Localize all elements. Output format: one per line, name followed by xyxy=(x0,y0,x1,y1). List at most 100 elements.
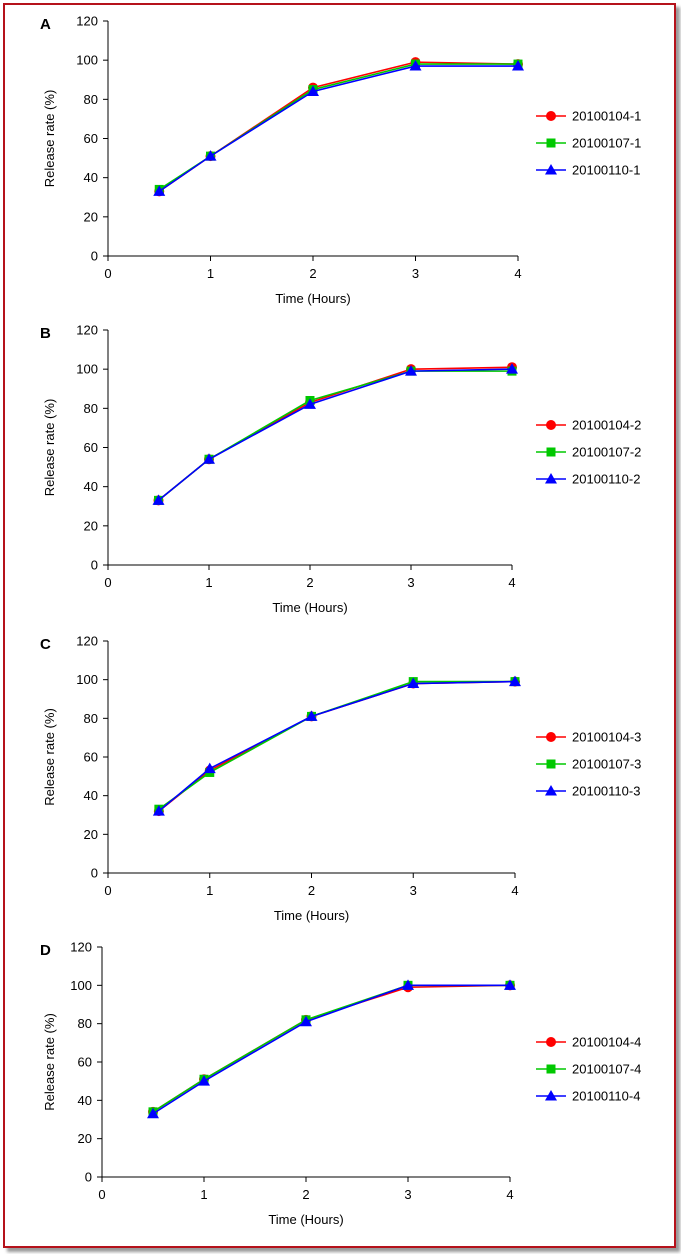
x-tick-label: 2 xyxy=(306,575,313,590)
x-tick-label: 3 xyxy=(407,575,414,590)
y-axis-title: Release rate (%) xyxy=(42,1013,57,1111)
legend-label: 20100107-4 xyxy=(572,1062,641,1077)
y-tick-label: 40 xyxy=(84,479,98,494)
series-20100110-2 xyxy=(152,363,518,505)
legend-entry: 20100107-4 xyxy=(536,1062,641,1077)
x-tick-label: 1 xyxy=(206,883,213,898)
series-line xyxy=(158,65,518,193)
series-line xyxy=(157,368,513,501)
panel-letter: A xyxy=(40,16,51,33)
y-tick-label: 60 xyxy=(84,131,98,146)
data-point xyxy=(506,363,518,374)
series-line xyxy=(152,984,510,1113)
data-point xyxy=(152,805,165,816)
y-tick-label: 60 xyxy=(84,750,98,765)
legend-label: 20100107-1 xyxy=(572,136,641,151)
data-point xyxy=(504,979,516,990)
y-tick-label: 20 xyxy=(84,518,98,533)
series-line xyxy=(152,984,511,1113)
legend-label: 20100110-3 xyxy=(572,784,640,799)
series-line xyxy=(158,63,518,191)
legend-label: 20100104-3 xyxy=(572,730,641,745)
y-axis-title: Release rate (%) xyxy=(42,399,57,497)
legend-marker xyxy=(545,473,557,484)
y-tick-label: 100 xyxy=(76,362,98,377)
data-point xyxy=(405,365,417,376)
series-20100104-1 xyxy=(154,57,523,197)
legend-entry: 20100110-3 xyxy=(536,784,640,799)
series-20100110-1 xyxy=(153,60,524,196)
legend-marker xyxy=(546,138,556,148)
y-tick-label: 120 xyxy=(76,634,98,649)
y-tick-label: 20 xyxy=(78,1131,92,1146)
legend-marker xyxy=(546,732,556,742)
legend-entry: 20100110-1 xyxy=(536,163,640,178)
legend-entry: 20100107-2 xyxy=(536,445,641,460)
chart-panel-d: D 0 20 40 60 80 100 120 0 1 2 3 4 Time (Hours) Release… xyxy=(40,940,641,1228)
x-tick-label: 3 xyxy=(404,1187,411,1202)
data-point xyxy=(153,185,166,196)
y-tick-label: 0 xyxy=(91,866,98,881)
series-line xyxy=(157,370,512,501)
data-point xyxy=(409,60,422,71)
series-20100107-2 xyxy=(154,366,517,505)
panel-letter: B xyxy=(40,325,51,342)
legend-label: 20100107-3 xyxy=(572,757,641,772)
data-point xyxy=(203,453,215,464)
x-tick-label: 4 xyxy=(508,575,515,590)
series-line xyxy=(152,984,510,1115)
legend-marker xyxy=(546,447,556,457)
x-tick-label: 0 xyxy=(104,883,111,898)
series-20100104-2 xyxy=(153,362,517,506)
y-tick-label: 80 xyxy=(84,92,98,107)
legend-entry: 20100104-4 xyxy=(536,1035,641,1050)
legend-entry: 20100110-4 xyxy=(536,1089,640,1104)
data-point xyxy=(300,1015,312,1027)
series-20100110-3 xyxy=(152,675,521,816)
x-tick-label: 0 xyxy=(104,575,111,590)
y-tick-label: 100 xyxy=(70,978,92,993)
y-tick-label: 40 xyxy=(84,170,98,185)
data-point xyxy=(509,675,521,687)
y-tick-label: 40 xyxy=(78,1093,92,1108)
y-tick-label: 80 xyxy=(84,711,98,726)
x-tick-label: 0 xyxy=(104,266,111,281)
legend-entry: 20100110-2 xyxy=(536,472,640,487)
data-point xyxy=(147,1107,159,1119)
y-tick-label: 100 xyxy=(76,672,98,687)
data-point xyxy=(204,150,217,161)
x-tick-label: 1 xyxy=(205,575,212,590)
x-tick-label: 2 xyxy=(302,1187,309,1202)
data-point xyxy=(198,1075,210,1086)
y-tick-label: 20 xyxy=(84,209,98,224)
series-20100110-4 xyxy=(147,979,516,1119)
series-20100107-3 xyxy=(154,677,520,814)
series-20100107-4 xyxy=(148,980,515,1117)
x-tick-label: 1 xyxy=(200,1187,207,1202)
data-point xyxy=(305,710,318,721)
legend-marker xyxy=(546,1037,556,1047)
legend-marker xyxy=(545,785,557,796)
panel-letter: D xyxy=(40,942,51,959)
x-tick-label: 2 xyxy=(309,266,316,281)
series-line xyxy=(157,366,513,501)
chart-panel-b: B 0 20 40 60 80 100 120 0 1 2 3 4 Time (Hours) Release… xyxy=(40,323,641,616)
legend-entry: 20100107-1 xyxy=(536,136,641,151)
y-tick-label: 80 xyxy=(78,1016,92,1031)
x-tick-label: 4 xyxy=(506,1187,513,1202)
legend-marker xyxy=(546,111,556,121)
legend-label: 20100110-4 xyxy=(572,1089,640,1104)
y-tick-label: 40 xyxy=(84,788,98,803)
y-tick-label: 80 xyxy=(84,401,98,416)
x-axis-title: Time (Hours) xyxy=(275,291,350,306)
series-20100104-4 xyxy=(148,980,515,1117)
y-tick-label: 20 xyxy=(84,827,98,842)
data-point xyxy=(402,979,414,990)
x-axis-title: Time (Hours) xyxy=(268,1212,343,1227)
legend-marker xyxy=(546,420,556,430)
x-tick-label: 1 xyxy=(207,266,214,281)
legend-entry: 20100104-1 xyxy=(536,109,641,124)
y-tick-label: 0 xyxy=(85,1170,92,1185)
data-point xyxy=(512,60,524,71)
panel-letter: C xyxy=(40,636,51,653)
